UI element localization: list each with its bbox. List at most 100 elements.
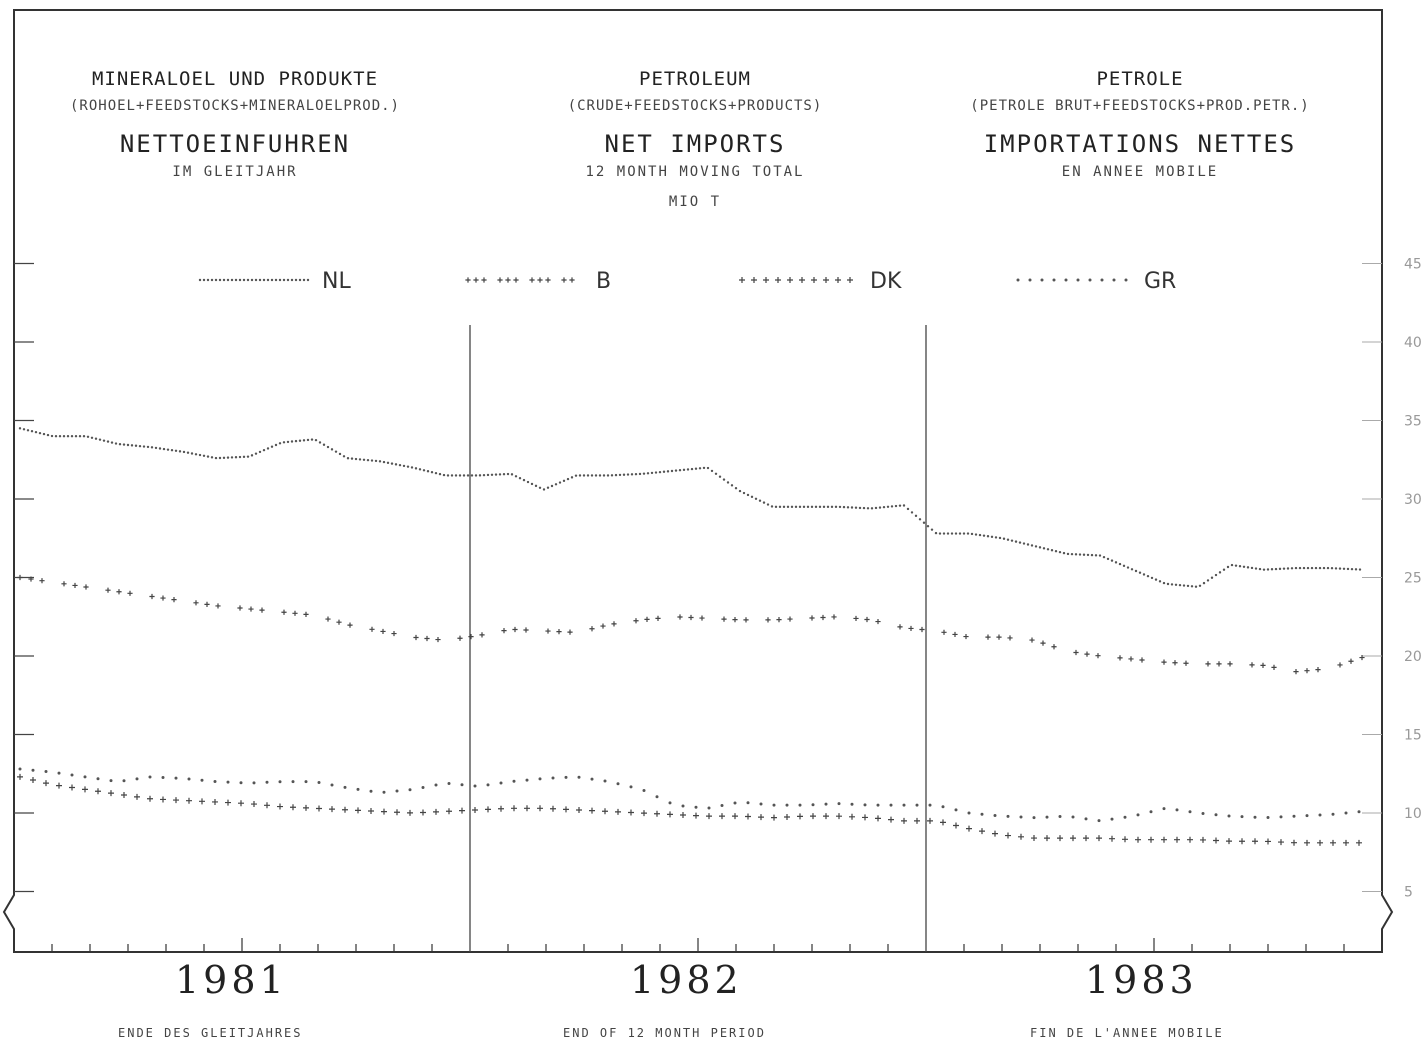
nl-marker [1026,543,1030,546]
gr-marker [161,775,165,779]
nl-marker [546,486,550,489]
legend: NL B DK GR [198,269,1176,294]
dk-marker [1005,832,1011,839]
nl-marker [1218,571,1222,574]
b-marker [473,277,479,283]
nl-marker [734,487,738,490]
nl-marker [234,278,238,282]
dk-marker [927,817,933,824]
nl-marker [470,474,474,477]
dk-marker [251,801,257,808]
nl-marker [1334,567,1338,570]
nl-marker [30,430,34,433]
dk-marker [811,277,817,283]
dk-marker [979,828,985,835]
gr-marker [1136,813,1140,817]
nl-marker [290,440,294,443]
nl-marker [390,462,394,465]
nl-marker [478,474,482,477]
dk-marker [823,277,829,283]
x-tick-marks [51,938,1345,952]
nl-marker [1302,566,1306,570]
nl-marker [642,472,646,475]
nl-marker [218,456,222,460]
gr-marker [109,779,113,783]
b-marker [105,587,111,593]
dk-marker [751,277,757,283]
gr-marker [135,777,139,781]
gr-marker [1076,278,1080,282]
gr-marker [1016,278,1020,282]
header-note: EN ANNEE MOBILE [1061,164,1219,180]
nl-marker [946,532,950,535]
nl-marker [226,278,230,282]
nl-marker [394,463,398,466]
nl-marker [106,440,110,443]
dk-marker [342,806,348,813]
gr-marker [954,808,958,812]
header-title: PETROLE [1096,68,1184,90]
nl-marker [598,474,602,477]
nl-marker [934,531,938,535]
nl-marker [214,278,218,282]
nl-marker [190,452,194,455]
dk-marker [1330,839,1336,846]
dk-marker [290,804,296,811]
b-marker [1293,668,1299,675]
nl-marker [1178,583,1182,587]
dk-marker [1148,836,1154,843]
gr-marker [1064,278,1068,282]
nl-marker [886,505,890,508]
nl-marker [430,471,434,474]
dk-marker [1070,835,1076,842]
nl-marker [746,493,750,497]
gr-marker [1097,819,1101,823]
gr-marker [564,775,568,779]
dk-marker [316,805,322,812]
gr-marker [252,781,256,785]
gr-marker [746,801,750,805]
nl-marker [438,472,442,476]
nl-marker [606,474,610,477]
dk-marker [576,806,582,813]
nl-marker [878,506,882,509]
nl-marker [814,505,818,509]
nl-marker [326,445,330,449]
nl-marker [130,444,134,447]
nl-marker [566,477,570,481]
header-title: PETROLEUM [639,68,751,90]
nl-marker [230,278,234,282]
b-marker [1029,637,1035,643]
nl-marker [982,534,986,537]
nl-marker [826,505,830,509]
nl-marker [34,430,38,434]
b-marker [677,614,683,620]
nl-marker [666,470,670,473]
b-marker [501,628,507,634]
nl-marker [578,474,582,477]
nl-marker [178,450,182,453]
nl-marker [166,448,170,451]
gr-marker [1318,813,1322,817]
nl-marker [210,278,214,282]
gr-marker [1019,815,1023,819]
dk-marker [739,277,745,283]
nl-marker [1010,539,1014,542]
dk-marker [775,277,781,283]
nl-marker [266,278,270,282]
dk-marker [1083,835,1089,842]
gr-marker [1344,811,1348,815]
gr-marker [83,775,87,779]
gr-marker [278,780,282,784]
nl-marker [754,497,758,500]
nl-marker [374,459,378,463]
header-en: PETROLEUM (CRUDE+FEEDSTOCKS+PRODUCTS) NE… [490,68,900,210]
nl-marker [322,443,326,446]
b-marker [996,634,1002,640]
b-marker [1348,658,1354,664]
b-marker [281,609,287,615]
series-b [17,574,1365,675]
nl-marker [146,445,150,449]
nl-marker [1102,555,1106,559]
